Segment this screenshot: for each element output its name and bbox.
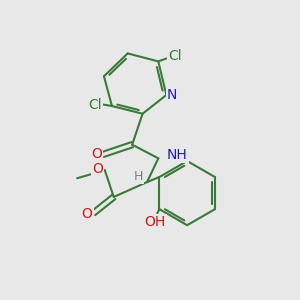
Text: OH: OH (144, 214, 166, 229)
Text: NH: NH (167, 148, 188, 162)
Text: O: O (92, 162, 103, 176)
Text: Cl: Cl (88, 98, 101, 112)
Text: O: O (82, 207, 92, 220)
Text: O: O (91, 147, 102, 161)
Text: N: N (167, 88, 178, 102)
Text: Cl: Cl (168, 49, 182, 63)
Text: H: H (134, 170, 143, 183)
